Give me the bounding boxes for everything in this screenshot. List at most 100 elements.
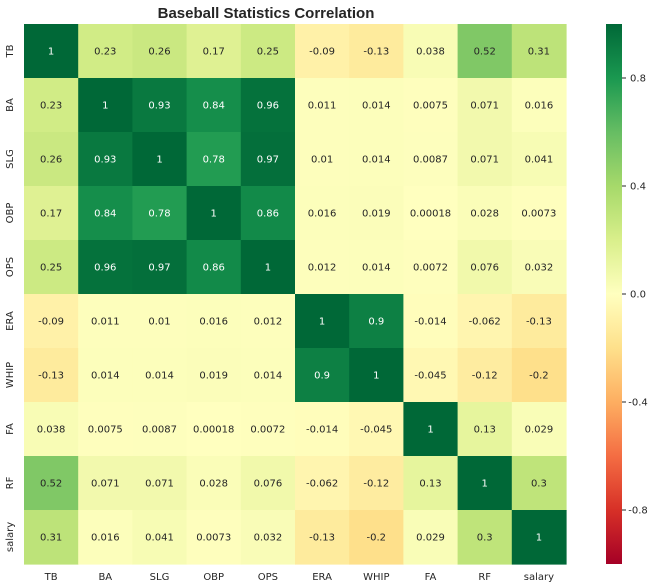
cell-value-label: -0.014 bbox=[414, 317, 446, 328]
cell-value-label: 0.93 bbox=[94, 155, 116, 166]
cell-value-label: 0.038 bbox=[37, 425, 66, 436]
cell-value-label: 1 bbox=[211, 209, 217, 220]
heatmap-cell bbox=[24, 348, 79, 403]
cell-value-label: 0.01 bbox=[148, 317, 170, 328]
heatmap-cell bbox=[457, 510, 513, 565]
cell-value-label: 1 bbox=[48, 47, 54, 58]
cell-value-label: 0.84 bbox=[94, 209, 116, 220]
y-tick-label: OPS bbox=[5, 257, 16, 277]
heatmap-cell bbox=[240, 294, 296, 349]
heatmap-cell bbox=[78, 78, 133, 133]
cell-value-label: 0.3 bbox=[477, 533, 493, 544]
heatmap-cell bbox=[349, 186, 404, 241]
heatmap-cell bbox=[295, 348, 350, 403]
heatmap-cell bbox=[186, 402, 242, 457]
heatmap-cell bbox=[132, 24, 188, 79]
heatmap-cell bbox=[240, 402, 296, 457]
heatmap-cell bbox=[186, 132, 242, 187]
cell-value-label: 0.13 bbox=[419, 479, 441, 490]
heatmap-cell bbox=[186, 186, 242, 241]
cell-value-label: 0.071 bbox=[470, 101, 499, 112]
heatmap-cell bbox=[349, 348, 404, 403]
cell-value-label: 0.26 bbox=[40, 155, 62, 166]
heatmap-cell bbox=[349, 402, 404, 457]
heatmap-cells: 1 0.23 0.26 0.17 0.25 -0.09 -0.13 0.038 0.52 0.31… bbox=[24, 24, 567, 565]
heatmap-cell bbox=[186, 240, 242, 295]
heatmap-cell bbox=[511, 456, 567, 511]
x-tick-label: RF bbox=[478, 572, 491, 583]
heatmap-cell bbox=[295, 510, 350, 565]
cell-value-label: 0.028 bbox=[470, 209, 499, 220]
x-tick-label: salary bbox=[524, 572, 554, 583]
heatmap-cell bbox=[132, 402, 188, 457]
cell-value-label: 0.96 bbox=[257, 101, 279, 112]
colorbar-tick-label: 0.4 bbox=[630, 182, 646, 193]
heatmap-cell bbox=[186, 78, 242, 133]
cell-value-label: 0.52 bbox=[474, 47, 496, 58]
cell-value-label: 0.31 bbox=[528, 47, 550, 58]
cell-value-label: 0.029 bbox=[525, 425, 554, 436]
heatmap-cell bbox=[132, 510, 188, 565]
cell-value-label: 1 bbox=[482, 479, 488, 490]
heatmap-cell bbox=[511, 402, 567, 457]
cell-value-label: -0.2 bbox=[367, 533, 387, 544]
y-axis-tick-labels: TB BA SLG OBP OPS ERA WHIP FA RF salary bbox=[5, 44, 16, 552]
x-tick-label: OPS bbox=[258, 572, 278, 583]
cell-value-label: -0.2 bbox=[529, 371, 549, 382]
heatmap-cell bbox=[295, 240, 350, 295]
colorbar-tick-label: -0.4 bbox=[628, 398, 648, 409]
heatmap-cell bbox=[457, 402, 513, 457]
cell-value-label: 1 bbox=[102, 101, 108, 112]
cell-value-label: 0.016 bbox=[91, 533, 120, 544]
cell-value-label: 0.25 bbox=[40, 263, 62, 274]
heatmap-cell bbox=[511, 132, 567, 187]
cell-value-label: 0.52 bbox=[40, 479, 62, 490]
heatmap-cell bbox=[240, 186, 296, 241]
cell-value-label: 0.23 bbox=[94, 47, 116, 58]
heatmap-cell bbox=[403, 24, 459, 79]
cell-value-label: 1 bbox=[265, 263, 271, 274]
cell-value-label: -0.13 bbox=[363, 47, 389, 58]
cell-value-label: 0.011 bbox=[308, 101, 337, 112]
heatmap-cell bbox=[24, 294, 79, 349]
cell-value-label: 0.012 bbox=[254, 317, 283, 328]
heatmap-cell bbox=[295, 186, 350, 241]
heatmap-cell bbox=[24, 78, 79, 133]
cell-value-label: 0.9 bbox=[368, 317, 384, 328]
cell-value-label: 0.31 bbox=[40, 533, 62, 544]
heatmap-cell bbox=[24, 510, 79, 565]
heatmap-cell bbox=[132, 348, 188, 403]
y-tick-label: salary bbox=[5, 522, 16, 552]
cell-value-label: -0.062 bbox=[306, 479, 338, 490]
heatmap-cell bbox=[403, 240, 459, 295]
heatmap-cell bbox=[240, 456, 296, 511]
heatmap-cell bbox=[78, 456, 133, 511]
y-tick-label: RF bbox=[5, 476, 16, 489]
heatmap-cell bbox=[511, 24, 567, 79]
heatmap-cell bbox=[511, 78, 567, 133]
heatmap-cell bbox=[24, 132, 79, 187]
x-tick-label: OBP bbox=[203, 572, 224, 583]
cell-value-label: 0.014 bbox=[145, 371, 174, 382]
heatmap-cell bbox=[511, 510, 567, 565]
heatmap-cell bbox=[403, 294, 459, 349]
heatmap-cell bbox=[349, 456, 404, 511]
heatmap-cell bbox=[132, 294, 188, 349]
y-tick-label: SLG bbox=[5, 149, 16, 169]
y-tick-label: WHIP bbox=[5, 362, 16, 388]
cell-value-label: 1 bbox=[156, 155, 162, 166]
heatmap-cell bbox=[403, 348, 459, 403]
cell-value-label: 0.076 bbox=[470, 263, 499, 274]
cell-value-label: -0.014 bbox=[306, 425, 338, 436]
cell-value-label: -0.09 bbox=[38, 317, 64, 328]
cell-value-label: 1 bbox=[427, 425, 433, 436]
heatmap-cell bbox=[78, 294, 133, 349]
cell-value-label: 0.014 bbox=[362, 263, 391, 274]
y-tick-label: BA bbox=[5, 98, 16, 112]
cell-value-label: -0.045 bbox=[414, 371, 446, 382]
cell-value-label: -0.13 bbox=[309, 533, 335, 544]
cell-value-label: 0.0087 bbox=[142, 425, 177, 436]
chart-title: Baseball Statistics Correlation bbox=[158, 5, 375, 22]
heatmap-cell bbox=[457, 294, 513, 349]
cell-value-label: 0.071 bbox=[470, 155, 499, 166]
